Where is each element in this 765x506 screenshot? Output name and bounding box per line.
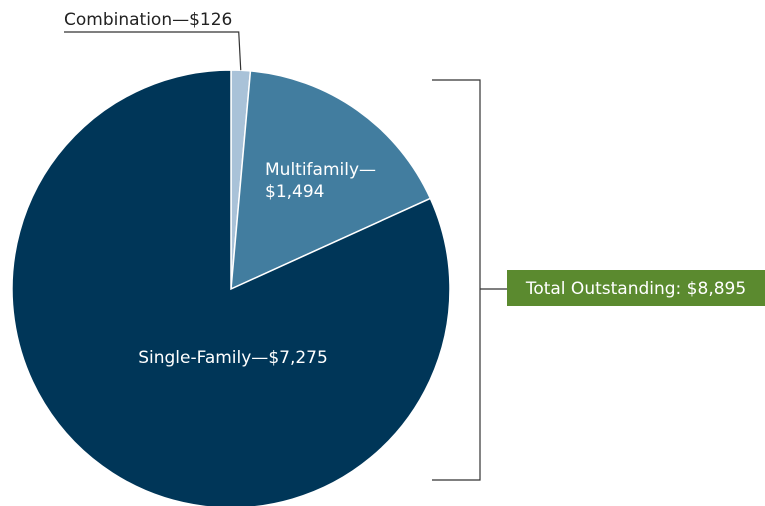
annotation: Total Outstanding: $8,895 (525, 279, 746, 299)
bracket (432, 79, 507, 481)
category-label: Combination— (64, 10, 189, 30)
slice-label: Single-Family—$7,275 (138, 348, 328, 368)
pie-slice (230, 70, 432, 291)
category-label: Single-Family— (138, 348, 268, 368)
pie-slice (11, 69, 451, 506)
leader-line (64, 31, 242, 71)
value-label: $7,275 (268, 348, 327, 368)
value-label: $1,494 (265, 182, 324, 202)
annotation-box (507, 270, 765, 306)
category-label: Multifamily— (265, 160, 376, 180)
slice-label: Combination—$126 (64, 10, 232, 30)
value-label: $126 (189, 10, 232, 30)
